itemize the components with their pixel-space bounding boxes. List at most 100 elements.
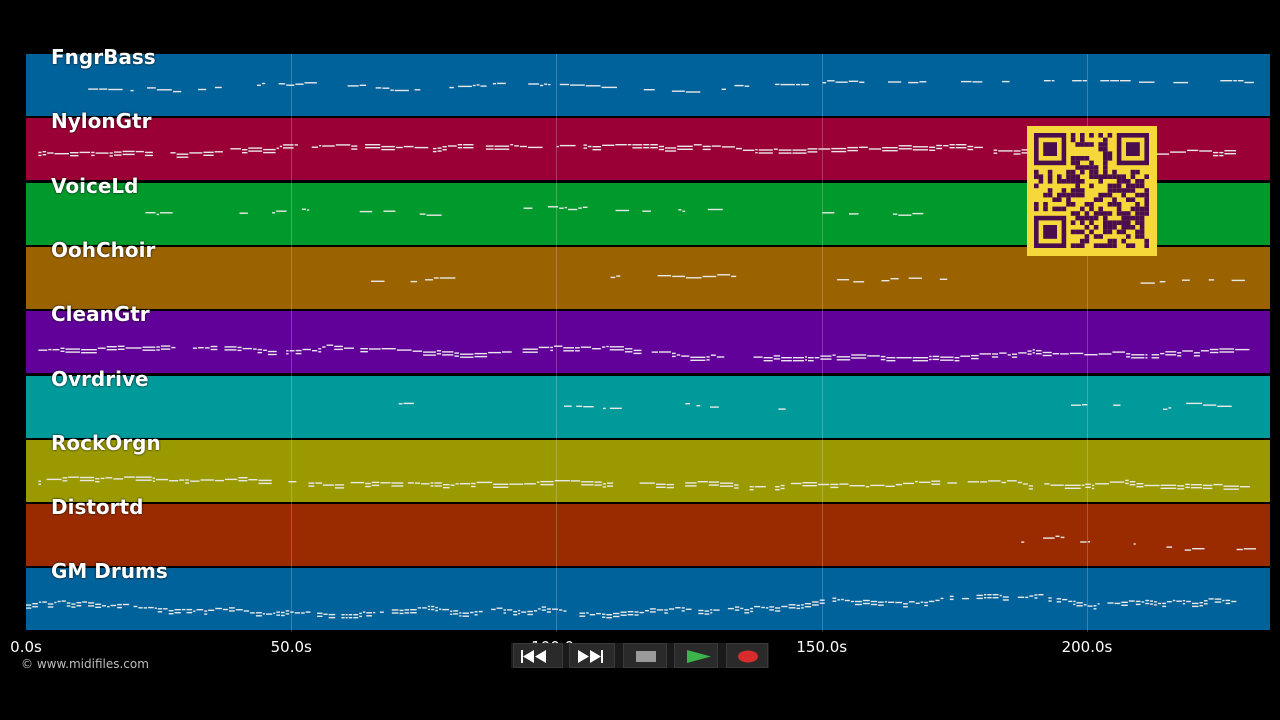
note — [1013, 150, 1021, 152]
note — [912, 360, 929, 362]
note — [1018, 352, 1027, 354]
note — [47, 603, 54, 606]
note — [1032, 349, 1035, 351]
note — [122, 153, 135, 156]
note — [1224, 150, 1237, 152]
note — [453, 610, 459, 612]
note — [79, 151, 91, 154]
note — [276, 614, 280, 617]
note — [142, 346, 156, 349]
note — [437, 150, 442, 153]
note — [1080, 541, 1087, 543]
note — [1236, 548, 1243, 551]
note — [775, 485, 780, 488]
note — [594, 481, 602, 483]
note — [1069, 352, 1084, 355]
play-button[interactable] — [674, 643, 718, 668]
note — [54, 602, 57, 604]
note — [455, 482, 459, 485]
note — [54, 153, 69, 155]
note — [334, 348, 343, 351]
note — [326, 344, 334, 347]
note — [676, 354, 681, 356]
stop-button[interactable] — [623, 643, 667, 668]
note — [575, 347, 580, 349]
fast-forward-button[interactable] — [569, 643, 615, 668]
note — [95, 477, 100, 480]
note — [744, 612, 750, 614]
note — [1113, 404, 1121, 406]
note — [255, 612, 262, 614]
note — [563, 350, 574, 352]
note — [702, 145, 711, 148]
note — [755, 152, 758, 154]
note — [1100, 80, 1110, 82]
gridline — [291, 54, 293, 632]
note — [1081, 484, 1085, 486]
note — [410, 612, 417, 614]
note — [912, 146, 929, 148]
note — [819, 602, 825, 605]
note — [371, 484, 380, 486]
note — [822, 211, 835, 214]
note — [381, 146, 395, 148]
note — [1027, 350, 1032, 352]
note — [677, 145, 693, 148]
note — [1202, 484, 1213, 486]
note — [650, 144, 658, 146]
note — [713, 609, 720, 612]
gridline — [821, 54, 823, 632]
note — [559, 609, 563, 612]
note — [1145, 603, 1150, 605]
note — [156, 89, 172, 91]
note — [38, 480, 41, 482]
note — [527, 611, 533, 613]
note — [1157, 603, 1162, 605]
note — [955, 147, 967, 149]
note — [186, 612, 193, 614]
note — [672, 275, 685, 277]
note — [343, 347, 354, 350]
note — [587, 146, 592, 148]
note — [575, 350, 580, 352]
note — [185, 482, 189, 484]
note — [878, 604, 884, 607]
note — [1208, 598, 1214, 600]
note — [414, 147, 429, 149]
note — [685, 608, 692, 611]
note — [955, 144, 967, 146]
note — [1002, 599, 1009, 602]
note — [1109, 481, 1125, 483]
note — [832, 354, 836, 357]
play-icon — [687, 650, 711, 663]
note — [371, 280, 385, 282]
note — [740, 608, 744, 610]
note — [607, 482, 614, 484]
note — [554, 479, 570, 482]
piano-roll: FngrBass NylonGtr VoiceLd OohChoir CleanGtr O… — [26, 45, 1270, 632]
note — [108, 88, 123, 91]
note — [947, 482, 958, 484]
note — [773, 358, 781, 360]
track-name: NylonGtr — [51, 109, 152, 134]
note — [606, 345, 609, 348]
note — [281, 615, 285, 617]
note — [488, 352, 502, 354]
note — [208, 609, 215, 612]
note — [862, 600, 870, 602]
note — [792, 357, 804, 359]
note — [263, 152, 276, 154]
note — [443, 486, 450, 489]
note — [285, 613, 290, 615]
note — [1193, 352, 1200, 354]
note — [1192, 603, 1199, 605]
note — [867, 355, 880, 357]
note — [643, 144, 650, 146]
rewind-button[interactable] — [513, 643, 563, 668]
note — [546, 608, 551, 611]
note — [237, 346, 242, 349]
note — [366, 612, 372, 614]
note — [399, 610, 404, 612]
record-button[interactable] — [726, 643, 768, 668]
note — [805, 356, 807, 358]
